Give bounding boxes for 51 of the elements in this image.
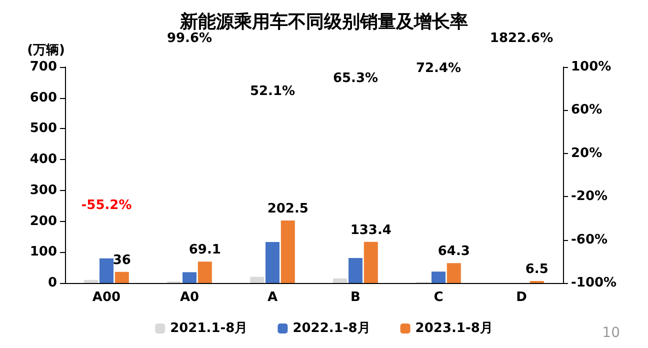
y-axis-title: (万辆) — [27, 43, 65, 58]
y-tick-label: 600 — [30, 90, 57, 106]
text: 99.6% — [166, 31, 212, 46]
bar — [198, 262, 212, 283]
y-tick-label: 200 — [30, 214, 57, 229]
chart-title: 新能源乘用车不同级别销量及增长率 — [179, 12, 468, 32]
annotation: -55.2% — [81, 198, 132, 213]
bar — [446, 263, 461, 283]
y-tick-label: 0 — [48, 276, 57, 290]
data-label: 202.5 — [267, 202, 308, 217]
bar — [84, 280, 98, 283]
x-tick-label: D — [516, 290, 528, 305]
y2-tick-label: -60% — [571, 232, 608, 248]
y-tick-label: 700 — [30, 60, 57, 74]
x-tick-label: C — [434, 290, 444, 305]
y2-tick-label: 60% — [571, 102, 602, 118]
y-tick-label: 400 — [30, 152, 57, 168]
bar — [348, 258, 362, 283]
data-label: 69.1 — [188, 242, 221, 258]
annotation: 52.1% — [250, 84, 296, 99]
data-label: 6.5 — [525, 262, 548, 277]
data-label: 36 — [112, 252, 131, 268]
bar — [266, 242, 280, 283]
bar — [432, 272, 446, 283]
legend-label: 2022.1-8月 — [292, 321, 370, 336]
bar — [364, 242, 378, 283]
x-tick-label: B — [350, 290, 360, 305]
y2-tick-label: -20% — [571, 189, 608, 204]
data-label: 133.4 — [350, 222, 392, 238]
text: 1822.6% — [490, 31, 554, 46]
bar — [333, 278, 348, 283]
y2-tick-label: -100% — [571, 276, 617, 290]
text: 10 — [602, 325, 620, 341]
y2-tick-label: 100% — [571, 60, 612, 74]
y2-tick-label: 20% — [571, 146, 602, 161]
bar — [100, 258, 114, 283]
x-tick-label: A00 — [92, 290, 121, 305]
y-tick-label: 500 — [30, 121, 57, 136]
bar — [250, 276, 264, 283]
bar — [114, 272, 129, 283]
bar — [280, 220, 295, 283]
x-tick-label: A0 — [180, 290, 200, 305]
data-label: 64.3 — [438, 244, 470, 260]
annotation: 65.3% — [332, 71, 378, 86]
y-tick-label: 300 — [30, 182, 57, 198]
x-tick-label: A — [267, 290, 278, 305]
legend-label: 2023.1-8月 — [415, 321, 493, 336]
legend-label: 2021.1-8月 — [170, 321, 248, 336]
y-tick-label: 100 — [30, 244, 57, 260]
bar — [182, 272, 196, 283]
annotation: 72.4% — [416, 61, 462, 76]
